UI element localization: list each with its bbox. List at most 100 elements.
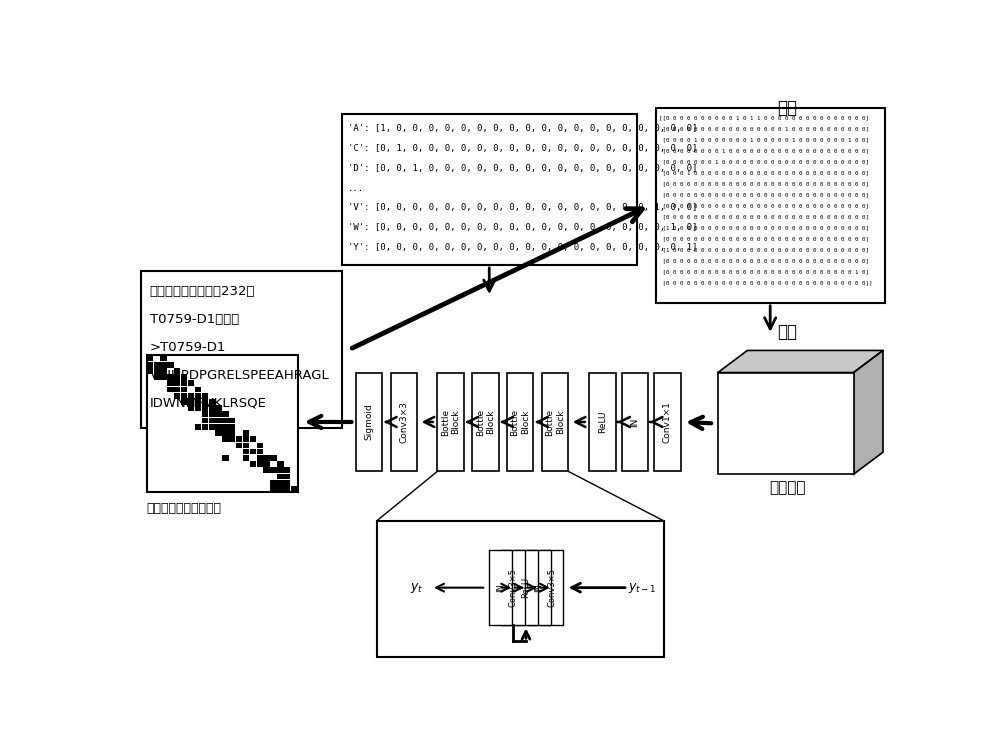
Bar [542, 372, 568, 471]
Polygon shape [854, 350, 883, 474]
Bar [277, 480, 284, 485]
Bar [202, 399, 208, 405]
Bar [147, 355, 298, 492]
Bar [195, 387, 201, 393]
Bar [229, 430, 235, 436]
Bar [202, 418, 208, 424]
Bar [174, 393, 180, 399]
Bar [263, 467, 270, 473]
Bar [215, 424, 222, 430]
Text: [0 0 0 1 0 0 0 0 0 0 0 0 0 0 0 0 0 0 0 0 0 0 0 0 0 0 0 0 0]: [0 0 0 1 0 0 0 0 0 0 0 0 0 0 0 0 0 0 0 0… [659, 170, 869, 175]
Text: [0 0 0 0 0 0 0 0 0 0 0 0 0 0 0 0 0 0 0 0 0 0 0 0 0 0 0 0 0]: [0 0 0 0 0 0 0 0 0 0 0 0 0 0 0 0 0 0 0 0… [659, 214, 869, 220]
Bar [263, 455, 270, 461]
Text: [0 0 0 0 0 0 0 0 0 0 0 0 0 0 0 0 0 0 0 0 0 0 0 0 0 0 0 0 0]: [0 0 0 0 0 0 0 0 0 0 0 0 0 0 0 0 0 0 0 0… [659, 236, 869, 242]
Bar [154, 362, 160, 368]
Text: 'Y': [0, 0, 0, 0, 0, 0, 0, 0, 0, 0, 0, 0, 0, 0, 0, 0, 0, 0, 0, 1]: 'Y': [0, 0, 0, 0, 0, 0, 0, 0, 0, 0, 0, 0… [348, 243, 698, 252]
Bar [222, 424, 229, 430]
Bar [202, 411, 208, 418]
Bar [243, 455, 249, 461]
Bar [202, 424, 208, 430]
Bar [209, 405, 215, 411]
Text: IDWNMFVKLRSQE: IDWNMFVKLRSQE [150, 397, 267, 410]
Bar [229, 436, 235, 442]
Text: Bottle
Block: Bottle Block [476, 408, 495, 436]
Text: ReLU: ReLU [521, 577, 530, 598]
Text: [0 0 0 0 0 0 0 0 1 0 0 0 0 0 0 0 0 0 0 0 0 0 0 0 0 0 0 0 0]: [0 0 0 0 0 0 0 0 1 0 0 0 0 0 0 0 0 0 0 0… [659, 148, 869, 153]
Bar [167, 374, 174, 380]
Bar [263, 461, 270, 467]
Bar [229, 418, 235, 424]
Bar [147, 362, 153, 368]
Bar [277, 467, 284, 473]
Bar [222, 411, 229, 418]
Bar [472, 372, 499, 471]
Bar [270, 467, 277, 473]
Bar [209, 424, 215, 430]
Bar [718, 372, 854, 474]
Text: 投射: 投射 [778, 323, 798, 341]
Bar [209, 411, 215, 418]
Bar [202, 405, 208, 411]
Bar [243, 436, 249, 442]
Text: 'C': [0, 1, 0, 0, 0, 0, 0, 0, 0, 0, 0, 0, 0, 0, 0, 0, 0, 0, 0, 0]: 'C': [0, 1, 0, 0, 0, 0, 0, 0, 0, 0, 0, 0… [348, 144, 698, 153]
Bar [507, 372, 533, 471]
Text: >T0759-D1: >T0759-D1 [150, 341, 226, 354]
Bar [202, 393, 208, 399]
Bar [391, 372, 417, 471]
Text: $y_{t-1}$: $y_{t-1}$ [628, 581, 656, 595]
Text: [0 0 0 0 0 0 0 0 0 0 0 0 0 0 0 0 0 0 0 0 0 0 0 0 0 0 0 0 0]]: [0 0 0 0 0 0 0 0 0 0 0 0 0 0 0 0 0 0 0 0… [659, 281, 872, 285]
Bar [356, 372, 382, 471]
Bar [377, 521, 664, 658]
Bar [222, 418, 229, 424]
Bar [188, 393, 194, 399]
Bar [243, 442, 249, 448]
Bar [209, 418, 215, 424]
Bar [291, 486, 297, 492]
Bar [257, 442, 263, 448]
Text: [1 0 0 0 0 0 0 0 0 0 0 0 0 0 0 0 0 0 0 0 0 0 0 0 0 0 0 0 0]: [1 0 0 0 0 0 0 0 0 0 0 0 0 0 0 0 0 0 0 0… [659, 248, 869, 253]
Text: Bottle
Block: Bottle Block [441, 408, 460, 436]
Bar [154, 374, 160, 380]
Bar [284, 473, 290, 479]
Text: $y_t$: $y_t$ [410, 581, 424, 595]
Bar [167, 387, 174, 393]
Bar [215, 418, 222, 424]
Text: 特征: 特征 [778, 100, 798, 117]
Bar [181, 399, 187, 405]
Text: Conv3×5: Conv3×5 [547, 569, 556, 607]
Text: Bottle
Block: Bottle Block [511, 408, 530, 436]
Bar [527, 550, 551, 625]
Bar [195, 424, 201, 430]
Bar [154, 368, 160, 374]
Bar [229, 424, 235, 430]
Bar [167, 381, 174, 386]
Text: [0 0 0 0 0 0 0 0 0 0 0 0 0 0 0 0 0 0 0 0 0 0 0 0 0 0 0 0 0]: [0 0 0 0 0 0 0 0 0 0 0 0 0 0 0 0 0 0 0 0… [659, 193, 869, 197]
Bar [174, 374, 180, 380]
Bar [222, 455, 229, 461]
Bar [270, 455, 277, 461]
Bar [160, 368, 167, 374]
Text: 'D': [0, 0, 1, 0, 0, 0, 0, 0, 0, 0, 0, 0, 0, 0, 0, 0, 0, 0, 0, 0]: 'D': [0, 0, 1, 0, 0, 0, 0, 0, 0, 0, 0, 0… [348, 164, 698, 173]
Text: 'A': [1, 0, 0, 0, 0, 0, 0, 0, 0, 0, 0, 0, 0, 0, 0, 0, 0, 0, 0, 0]: 'A': [1, 0, 0, 0, 0, 0, 0, 0, 0, 0, 0, 0… [348, 125, 698, 134]
Text: [0 0 0 0 1 0 0 0 0 0 0 0 1 0 0 0 0 0 1 0 0 0 0 0 0 0 1 0 0]: [0 0 0 0 1 0 0 0 0 0 0 0 1 0 0 0 0 0 1 0… [659, 137, 869, 142]
Bar [243, 448, 249, 455]
Text: [1 0 0 0 0 0 0 0 0 0 0 0 0 0 0 0 0 0 0 0 0 0 0 0 0 0 0 0 0]: [1 0 0 0 0 0 0 0 0 0 0 0 0 0 0 0 0 0 0 0… [659, 226, 869, 230]
Bar [257, 448, 263, 455]
Bar [284, 486, 290, 492]
Bar [277, 486, 284, 492]
Text: 'W': [0, 0, 0, 0, 0, 0, 0, 0, 0, 0, 0, 0, 0, 0, 0, 0, 0, 0, 1, 0]: 'W': [0, 0, 0, 0, 0, 0, 0, 0, 0, 0, 0, 0… [348, 223, 698, 232]
Bar [243, 430, 249, 436]
Bar [270, 480, 277, 485]
Bar [250, 448, 256, 455]
Text: [0 0 0 0 0 0 0 0 0 0 0 0 0 0 0 0 0 0 0 0 0 0 0 0 0 0 0 1 0]: [0 0 0 0 0 0 0 0 0 0 0 0 0 0 0 0 0 0 0 0… [659, 270, 869, 275]
Bar [437, 372, 464, 471]
Text: T0759-D1蛋白：: T0759-D1蛋白： [150, 313, 239, 326]
Bar [257, 455, 263, 461]
Bar [501, 550, 525, 625]
Bar [147, 356, 153, 362]
Bar [284, 467, 290, 473]
Text: [0 0 0 0 0 0 0 0 0 0 0 0 0 0 0 0 0 1 0 0 0 0 0 0 0 0 0 0 0]: [0 0 0 0 0 0 0 0 0 0 0 0 0 0 0 0 0 1 0 0… [659, 126, 869, 131]
Text: Conv3×5: Conv3×5 [509, 569, 518, 607]
Text: 输出蛋白质残基接触图: 输出蛋白质残基接触图 [147, 502, 222, 515]
Bar [188, 381, 194, 386]
